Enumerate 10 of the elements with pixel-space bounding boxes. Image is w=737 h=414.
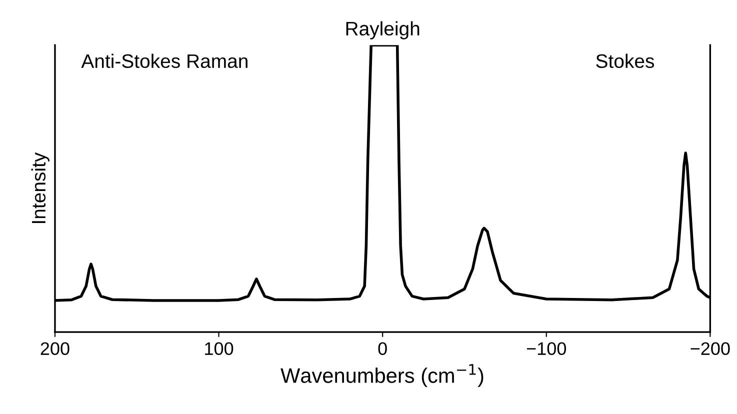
x-axis-title: Wavenumbers (cm$^{−1}$)	[280, 364, 484, 388]
x-tick-label: 200	[40, 342, 70, 356]
y-axis-title: Intensity	[31, 152, 50, 223]
x-tick-label: −200	[690, 342, 730, 356]
text: Rayleigh	[346, 21, 420, 40]
x-tick-label: 0	[378, 342, 387, 356]
x-tick-label: 100	[205, 342, 234, 356]
annotation: Anti-Stokes Raman	[81, 54, 248, 68]
annotation: Stokes	[596, 54, 654, 68]
x-tick-label: −100	[526, 342, 566, 356]
